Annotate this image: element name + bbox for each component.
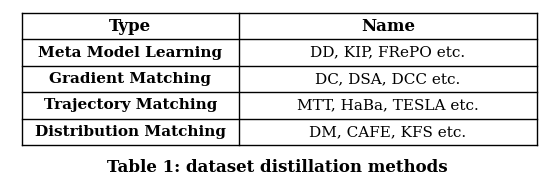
Bar <box>22 92 239 119</box>
Bar <box>22 119 239 145</box>
Bar <box>22 13 239 39</box>
Bar <box>22 66 239 92</box>
Text: MTT, HaBa, TESLA etc.: MTT, HaBa, TESLA etc. <box>297 98 479 113</box>
Bar <box>239 66 537 92</box>
Text: DC, DSA, DCC etc.: DC, DSA, DCC etc. <box>315 72 460 86</box>
Text: Trajectory Matching: Trajectory Matching <box>44 98 217 113</box>
Bar <box>239 92 537 119</box>
Text: Table 1: dataset distillation methods: Table 1: dataset distillation methods <box>107 159 447 176</box>
Text: DM, CAFE, KFS etc.: DM, CAFE, KFS etc. <box>309 125 466 139</box>
Bar <box>239 39 537 66</box>
Bar <box>239 13 537 39</box>
Bar <box>239 119 537 145</box>
Text: Meta Model Learning: Meta Model Learning <box>38 46 222 60</box>
Text: Distribution Matching: Distribution Matching <box>35 125 226 139</box>
Bar <box>22 39 239 66</box>
Text: Gradient Matching: Gradient Matching <box>49 72 212 86</box>
Text: Type: Type <box>109 18 151 35</box>
Text: DD, KIP, FRePO etc.: DD, KIP, FRePO etc. <box>310 46 465 60</box>
Text: Name: Name <box>361 18 415 35</box>
